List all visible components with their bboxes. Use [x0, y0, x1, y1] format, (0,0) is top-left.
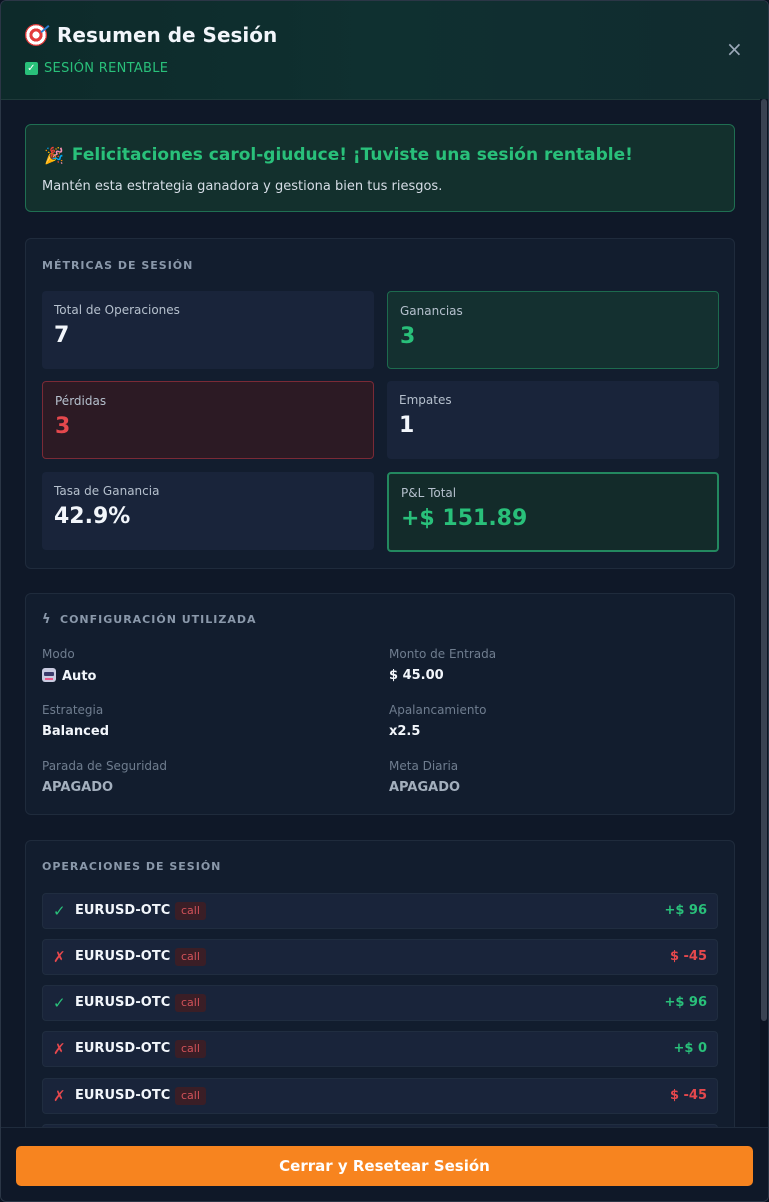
congrats-title: 🎉 Felicitaciones carol-giuduce! ¡Tuviste…: [44, 145, 633, 165]
trade-row[interactable]: ✗ EURUSD-OTC call +$ 0: [42, 1031, 718, 1067]
bolt-icon: ϟ: [42, 613, 54, 627]
config-entry-value: $ 45.00: [389, 668, 444, 683]
metric-value: +$ 151.89: [401, 506, 527, 531]
trade-pair: EURUSD-OTC: [75, 949, 170, 964]
metric-label: Pérdidas: [55, 394, 106, 408]
config-goal-value: APAGADO: [389, 780, 460, 795]
metrics-panel: MÉTRICAS DE SESIÓN Total de Operaciones …: [25, 238, 735, 569]
congrats-banner: 🎉 Felicitaciones carol-giuduce! ¡Tuviste…: [25, 124, 735, 212]
trade-pair: EURUSD-OTC: [75, 995, 170, 1010]
metric-label: Tasa de Ganancia: [54, 484, 159, 498]
trades-section-title: OPERACIONES DE SESIÓN: [42, 860, 221, 873]
trades-panel: OPERACIONES DE SESIÓN ✓ EURUSD-OTC call …: [25, 840, 735, 1160]
config-mode-label: Modo: [42, 647, 75, 661]
trade-pnl: +$ 0: [673, 1041, 707, 1056]
trade-row[interactable]: ✓ EURUSD-OTC call +$ 96: [42, 985, 718, 1021]
config-strategy-value: Balanced: [42, 724, 109, 739]
trade-type-badge: call: [175, 902, 206, 920]
congrats-title-text: Felicitaciones carol-giuduce! ¡Tuviste u…: [72, 145, 633, 165]
metric-label: Total de Operaciones: [54, 303, 180, 317]
trade-row[interactable]: ✓ EURUSD-OTC call +$ 96: [42, 893, 718, 929]
session-status-text: SESIÓN RENTABLE: [44, 61, 168, 76]
modal-footer: Cerrar y Resetear Sesión: [1, 1127, 768, 1202]
metric-ties: Empates 1: [387, 381, 719, 459]
win-check-icon: ✓: [53, 994, 66, 1012]
metric-value: 42.9%: [54, 504, 130, 529]
metric-total-trades: Total de Operaciones 7: [42, 291, 374, 369]
trade-type-badge: call: [175, 994, 206, 1012]
metric-label: Empates: [399, 393, 452, 407]
loss-x-icon: ✗: [53, 948, 66, 966]
trade-pnl: $ -45: [670, 949, 707, 964]
config-mode-value-text: Auto: [62, 669, 96, 684]
config-entry-label: Monto de Entrada: [389, 647, 496, 661]
metric-value: 1: [399, 413, 414, 438]
trade-pnl: +$ 96: [664, 995, 707, 1010]
config-stop-label: Parada de Seguridad: [42, 759, 167, 773]
close-icon[interactable]: ×: [726, 41, 742, 57]
party-popper-icon: 🎉: [44, 146, 64, 165]
trade-row[interactable]: ✗ EURUSD-OTC call $ -45: [42, 939, 718, 975]
config-mode-value: Auto: [42, 668, 96, 684]
session-status: ✓ SESIÓN RENTABLE: [25, 61, 168, 76]
trade-row[interactable]: ✗ EURUSD-OTC call $ -45: [42, 1078, 718, 1114]
config-strategy-label: Estrategia: [42, 703, 103, 717]
config-panel: ϟ CONFIGURACIÓN UTILIZADA Modo Auto Monto…: [25, 593, 735, 815]
config-goal-label: Meta Diaria: [389, 759, 458, 773]
scrollbar-thumb[interactable]: [761, 99, 767, 1021]
config-section-title-text: CONFIGURACIÓN UTILIZADA: [60, 613, 257, 626]
config-stop-value: APAGADO: [42, 780, 113, 795]
win-check-icon: ✓: [53, 902, 66, 920]
metric-value: 3: [55, 414, 70, 439]
loss-x-icon: ✗: [53, 1040, 66, 1058]
config-leverage-label: Apalancamiento: [389, 703, 486, 717]
trade-type-badge: call: [175, 1040, 206, 1058]
check-box-icon: ✓: [25, 62, 38, 75]
modal-title-text: Resumen de Sesión: [57, 23, 277, 47]
metric-losses: Pérdidas 3: [42, 381, 374, 459]
trade-pnl: $ -45: [670, 1088, 707, 1103]
trade-pair: EURUSD-OTC: [75, 1088, 170, 1103]
config-section-title: ϟ CONFIGURACIÓN UTILIZADA: [42, 613, 257, 627]
metric-total-pnl: P&L Total +$ 151.89: [387, 472, 719, 552]
metric-value: 7: [54, 323, 69, 348]
trade-pair: EURUSD-OTC: [75, 1041, 170, 1056]
metric-win-rate: Tasa de Ganancia 42.9%: [42, 472, 374, 550]
metric-label: P&L Total: [401, 486, 456, 500]
loss-x-icon: ✗: [53, 1087, 66, 1105]
metric-value: 3: [400, 324, 415, 349]
config-leverage-value: x2.5: [389, 724, 420, 739]
trade-pnl: +$ 96: [664, 903, 707, 918]
trade-type-badge: call: [175, 1087, 206, 1105]
modal-header: Resumen de Sesión ✓ SESIÓN RENTABLE ×: [1, 1, 768, 100]
congrats-message: Mantén esta estrategia ganadora y gestio…: [42, 179, 442, 194]
robot-icon: [42, 668, 56, 682]
metrics-section-title: MÉTRICAS DE SESIÓN: [42, 259, 193, 272]
metric-label: Ganancias: [400, 304, 463, 318]
metric-wins: Ganancias 3: [387, 291, 719, 369]
close-reset-session-button[interactable]: Cerrar y Resetear Sesión: [16, 1146, 753, 1186]
target-icon: [25, 24, 47, 46]
trade-type-badge: call: [175, 948, 206, 966]
trade-pair: EURUSD-OTC: [75, 903, 170, 918]
modal-title: Resumen de Sesión: [25, 23, 277, 47]
